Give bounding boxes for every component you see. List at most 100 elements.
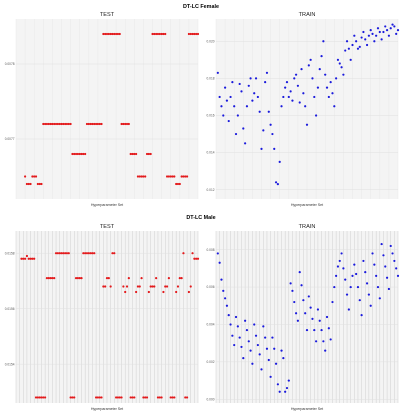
data-point <box>273 147 276 150</box>
data-point <box>156 396 160 399</box>
data-point <box>84 152 87 156</box>
data-point <box>22 257 25 260</box>
data-point <box>329 80 332 84</box>
data-point <box>73 152 76 156</box>
data-point <box>162 32 165 36</box>
data-point <box>40 396 43 399</box>
data-point <box>225 304 229 307</box>
data-point <box>60 252 63 255</box>
data-point <box>329 338 332 341</box>
data-point <box>147 290 150 294</box>
data-point <box>54 122 58 126</box>
data-point <box>296 319 299 322</box>
data-point <box>378 297 381 300</box>
x-axis-label: Hyperparameter Set <box>91 203 123 207</box>
data-point <box>120 396 123 399</box>
data-point <box>160 396 163 399</box>
data-point <box>36 396 39 399</box>
data-point <box>144 175 147 178</box>
data-point <box>189 285 192 288</box>
panel-female-test: TEST 0.0078 0.0077 Hyperparameter Set <box>5 12 200 207</box>
data-point <box>34 175 38 178</box>
data-point <box>309 58 312 61</box>
data-point <box>344 278 347 281</box>
data-point <box>71 396 74 399</box>
data-point <box>69 396 72 399</box>
y-tick-label: 0.016 <box>207 114 215 118</box>
data-point <box>144 396 147 399</box>
y-tick-label: 0.0156 <box>5 307 15 311</box>
data-point <box>85 122 89 126</box>
data-point <box>44 122 47 126</box>
data-point <box>102 285 105 288</box>
data-point <box>253 92 256 95</box>
data-point <box>155 277 158 280</box>
data-point <box>293 77 296 80</box>
data-point <box>105 32 109 36</box>
data-point <box>182 252 185 255</box>
data-point <box>20 257 23 260</box>
data-point <box>45 122 49 126</box>
data-point <box>227 119 230 123</box>
data-point <box>225 99 229 102</box>
data-point <box>125 122 129 126</box>
panel-title: TEST <box>100 224 115 230</box>
data-point <box>245 105 249 108</box>
data-point <box>291 99 294 102</box>
y-tick-label: 0.0154 <box>5 362 15 366</box>
data-point <box>260 147 263 150</box>
data-point <box>85 252 89 255</box>
data-point <box>338 62 341 65</box>
data-point <box>171 175 174 178</box>
data-point <box>156 32 160 36</box>
data-point <box>113 32 116 36</box>
data-point <box>369 29 372 32</box>
data-point <box>42 396 45 399</box>
data-point <box>216 71 219 74</box>
figure-title-female: DT-LC Female <box>183 4 219 10</box>
data-point <box>51 277 54 280</box>
data-point <box>49 122 52 126</box>
data-point <box>391 252 394 255</box>
data-point <box>220 278 223 281</box>
data-point <box>107 277 110 280</box>
data-point <box>369 304 372 307</box>
data-point <box>315 114 318 117</box>
data-point <box>289 282 292 285</box>
data-point <box>324 73 327 76</box>
data-point <box>260 368 263 371</box>
data-point <box>238 82 241 86</box>
data-point <box>318 319 321 322</box>
data-point <box>234 315 238 319</box>
data-point <box>360 314 363 317</box>
data-point <box>49 277 52 280</box>
data-point <box>149 285 152 288</box>
data-point <box>160 32 163 36</box>
data-point <box>278 390 281 393</box>
data-point <box>325 86 329 89</box>
data-point <box>387 34 390 37</box>
data-point <box>27 182 30 186</box>
data-point <box>38 182 41 186</box>
data-point <box>254 334 258 337</box>
y-tick-label: 0.002 <box>207 360 215 364</box>
data-point <box>251 362 254 365</box>
data-point <box>333 105 336 108</box>
data-point <box>347 47 350 50</box>
data-point <box>151 285 154 288</box>
data-point <box>25 254 29 258</box>
data-point <box>82 152 85 156</box>
data-point <box>222 289 225 292</box>
panel-title: TRAIN <box>299 224 316 230</box>
data-point <box>335 77 338 80</box>
data-point <box>231 80 234 84</box>
data-point <box>167 277 170 280</box>
data-point <box>375 274 378 277</box>
data-point <box>304 105 307 108</box>
data-point <box>353 34 356 37</box>
data-point <box>195 32 198 36</box>
data-point <box>184 396 187 399</box>
data-point <box>25 182 29 186</box>
data-point <box>94 122 98 126</box>
data-point <box>44 396 47 399</box>
